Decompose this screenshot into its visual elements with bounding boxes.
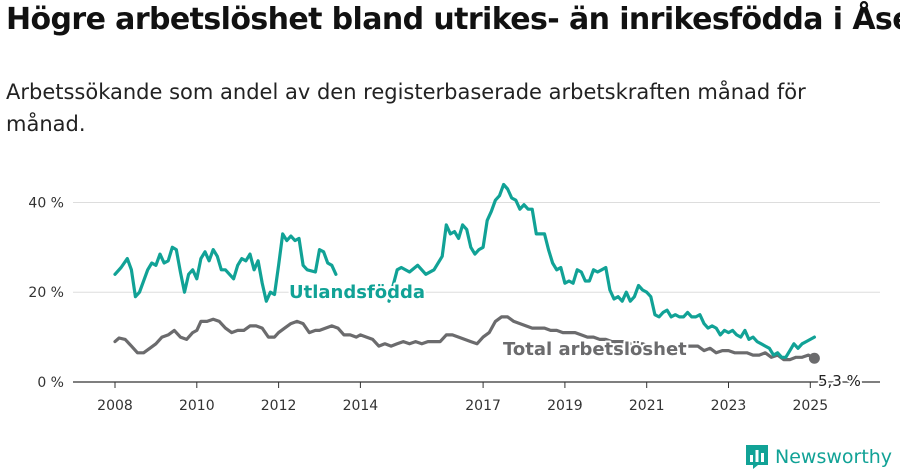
x-tick-label: 2010 bbox=[179, 398, 215, 414]
x-tick-label: 2023 bbox=[711, 398, 747, 414]
total-end-marker bbox=[808, 352, 820, 364]
x-tick-label: 2012 bbox=[261, 398, 297, 414]
newsworthy-brand: Newsworthy bbox=[745, 444, 892, 470]
x-tick-label: 2014 bbox=[343, 398, 379, 414]
y-tick-label: 0 % bbox=[37, 375, 64, 391]
total-last-value-label: 5,3 % bbox=[818, 372, 861, 390]
bar-chart-logo-icon bbox=[746, 445, 768, 469]
chart-title: Högre arbetslöshet bland utrikes- än inr… bbox=[6, 2, 900, 37]
series-line-total bbox=[113, 315, 816, 362]
y-tick-label: 20 % bbox=[28, 285, 64, 301]
y-tick-label: 40 % bbox=[28, 195, 64, 211]
x-tick-label: 2021 bbox=[629, 398, 665, 414]
series-line-utlandsfodda bbox=[113, 182, 816, 359]
series-lines bbox=[113, 182, 820, 364]
label-utlandsfodda: Utlandsfödda bbox=[289, 282, 425, 303]
label-total-arbetsloshet: Total arbetslöshet bbox=[503, 339, 687, 360]
chart-subtitle: Arbetssökande som andel av den registerb… bbox=[6, 80, 806, 136]
x-tick-label: 2008 bbox=[97, 398, 133, 414]
brand-name: Newsworthy bbox=[775, 446, 893, 468]
y-axis-ticks: 0 % 20 % 40 % bbox=[28, 195, 64, 391]
x-tick-label: 2025 bbox=[792, 398, 828, 414]
x-tick-label: 2017 bbox=[465, 398, 501, 414]
series-labels: Utlandsfödda Total arbetslöshet 5,3 % bbox=[287, 280, 863, 392]
grid-lines bbox=[73, 201, 880, 293]
x-tick-label: 2019 bbox=[547, 398, 583, 414]
x-axis: 2008 2010 2012 2014 2017 2019 2021 2023 2025 bbox=[73, 381, 880, 414]
